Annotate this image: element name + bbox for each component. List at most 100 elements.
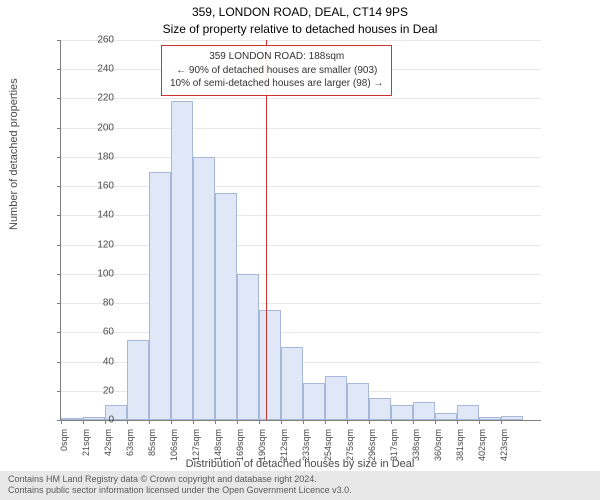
y-tick <box>57 245 61 246</box>
x-tick-label: 212sqm <box>279 429 289 469</box>
y-tick <box>57 186 61 187</box>
y-tick <box>57 69 61 70</box>
histogram-bar <box>369 398 391 420</box>
y-tick <box>57 362 61 363</box>
x-tick <box>215 420 216 424</box>
x-tick-label: 0sqm <box>59 429 69 469</box>
marker-line <box>266 40 267 420</box>
histogram-bar <box>215 193 237 420</box>
gridline <box>61 332 541 333</box>
info-box-line: 359 LONDON ROAD: 188sqm <box>170 50 383 64</box>
histogram-bar <box>501 416 523 420</box>
x-tick <box>391 420 392 424</box>
x-tick-label: 317sqm <box>389 429 399 469</box>
info-box-line: ← 90% of detached houses are smaller (90… <box>170 64 383 78</box>
histogram-bar <box>347 383 369 420</box>
x-tick <box>457 420 458 424</box>
y-tick <box>57 128 61 129</box>
x-tick-label: 127sqm <box>191 429 201 469</box>
x-tick <box>369 420 370 424</box>
x-tick-label: 423sqm <box>499 429 509 469</box>
x-tick-label: 63sqm <box>125 429 135 469</box>
x-tick-label: 296sqm <box>367 429 377 469</box>
histogram-bar <box>325 376 347 420</box>
histogram-bar <box>171 101 193 420</box>
y-tick <box>57 215 61 216</box>
y-tick-label: 40 <box>74 356 114 367</box>
gridline <box>61 157 541 158</box>
x-tick-label: 402sqm <box>477 429 487 469</box>
y-tick <box>57 391 61 392</box>
y-tick-label: 260 <box>74 35 114 46</box>
y-tick-label: 20 <box>74 385 114 396</box>
x-tick-label: 190sqm <box>257 429 267 469</box>
x-tick <box>171 420 172 424</box>
x-tick-label: 148sqm <box>213 429 223 469</box>
y-tick-label: 240 <box>74 64 114 75</box>
y-tick <box>57 157 61 158</box>
histogram-bar <box>391 405 413 420</box>
gridline <box>61 40 541 41</box>
x-tick <box>281 420 282 424</box>
x-tick <box>347 420 348 424</box>
y-tick-label: 120 <box>74 239 114 250</box>
y-tick-label: 180 <box>74 151 114 162</box>
x-tick <box>413 420 414 424</box>
x-tick-label: 21sqm <box>81 429 91 469</box>
y-tick-label: 200 <box>74 122 114 133</box>
page-title: 359, LONDON ROAD, DEAL, CT14 9PS <box>0 5 600 19</box>
x-tick-label: 85sqm <box>147 429 157 469</box>
histogram-bar <box>435 413 457 420</box>
x-tick <box>149 420 150 424</box>
histogram-bar <box>259 310 281 420</box>
info-box: 359 LONDON ROAD: 188sqm← 90% of detached… <box>161 45 392 96</box>
x-tick <box>325 420 326 424</box>
x-tick <box>479 420 480 424</box>
x-tick-label: 338sqm <box>411 429 421 469</box>
histogram-bar <box>413 402 435 420</box>
histogram-bar <box>149 172 171 420</box>
y-tick <box>57 332 61 333</box>
x-tick-label: 381sqm <box>455 429 465 469</box>
x-tick <box>61 420 62 424</box>
gridline <box>61 274 541 275</box>
y-tick-label: 60 <box>74 327 114 338</box>
x-tick-label: 254sqm <box>323 429 333 469</box>
y-tick-label: 160 <box>74 181 114 192</box>
gridline <box>61 245 541 246</box>
x-tick <box>501 420 502 424</box>
footer-line2: Contains public sector information licen… <box>8 485 592 497</box>
gridline <box>61 215 541 216</box>
gridline <box>61 98 541 99</box>
gridline <box>61 186 541 187</box>
x-tick-label: 106sqm <box>169 429 179 469</box>
x-tick-label: 169sqm <box>235 429 245 469</box>
info-box-line: 10% of semi-detached houses are larger (… <box>170 77 383 91</box>
y-tick <box>57 303 61 304</box>
x-tick <box>127 420 128 424</box>
plot-area: 359 LONDON ROAD: 188sqm← 90% of detached… <box>60 40 541 421</box>
footer: Contains HM Land Registry data © Crown c… <box>0 471 600 500</box>
x-tick <box>193 420 194 424</box>
histogram-bar <box>457 405 479 420</box>
x-tick-label: 360sqm <box>433 429 443 469</box>
x-tick-label: 42sqm <box>103 429 113 469</box>
y-tick-label: 80 <box>74 298 114 309</box>
chart-container: 359, LONDON ROAD, DEAL, CT14 9PS Size of… <box>0 0 600 500</box>
histogram-bar <box>193 157 215 420</box>
gridline <box>61 128 541 129</box>
x-tick <box>259 420 260 424</box>
y-tick-label: 100 <box>74 268 114 279</box>
x-tick <box>435 420 436 424</box>
x-tick-label: 233sqm <box>301 429 311 469</box>
histogram-bar <box>479 417 501 420</box>
histogram-bar <box>303 383 325 420</box>
y-tick <box>57 98 61 99</box>
histogram-bar <box>281 347 303 420</box>
y-tick-label: 140 <box>74 210 114 221</box>
y-tick-label: 0 <box>74 415 114 426</box>
x-tick-label: 275sqm <box>345 429 355 469</box>
y-tick <box>57 40 61 41</box>
gridline <box>61 303 541 304</box>
y-tick <box>57 274 61 275</box>
